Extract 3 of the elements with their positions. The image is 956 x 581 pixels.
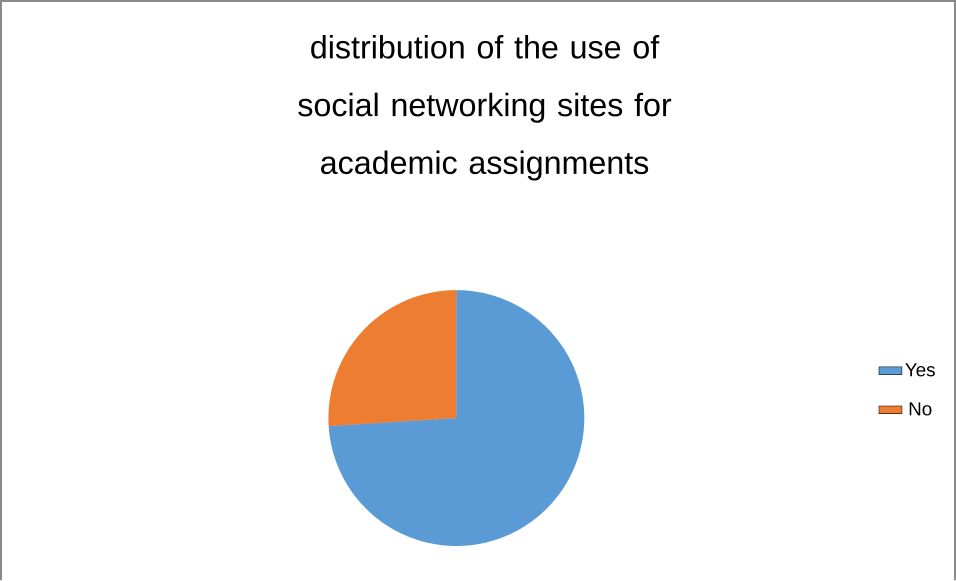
- legend-label: No: [910, 402, 932, 416]
- chart-title: distribution of the use of social networking sites for academic assignments: [298, 34, 672, 180]
- legend-label: Yes: [905, 363, 935, 376]
